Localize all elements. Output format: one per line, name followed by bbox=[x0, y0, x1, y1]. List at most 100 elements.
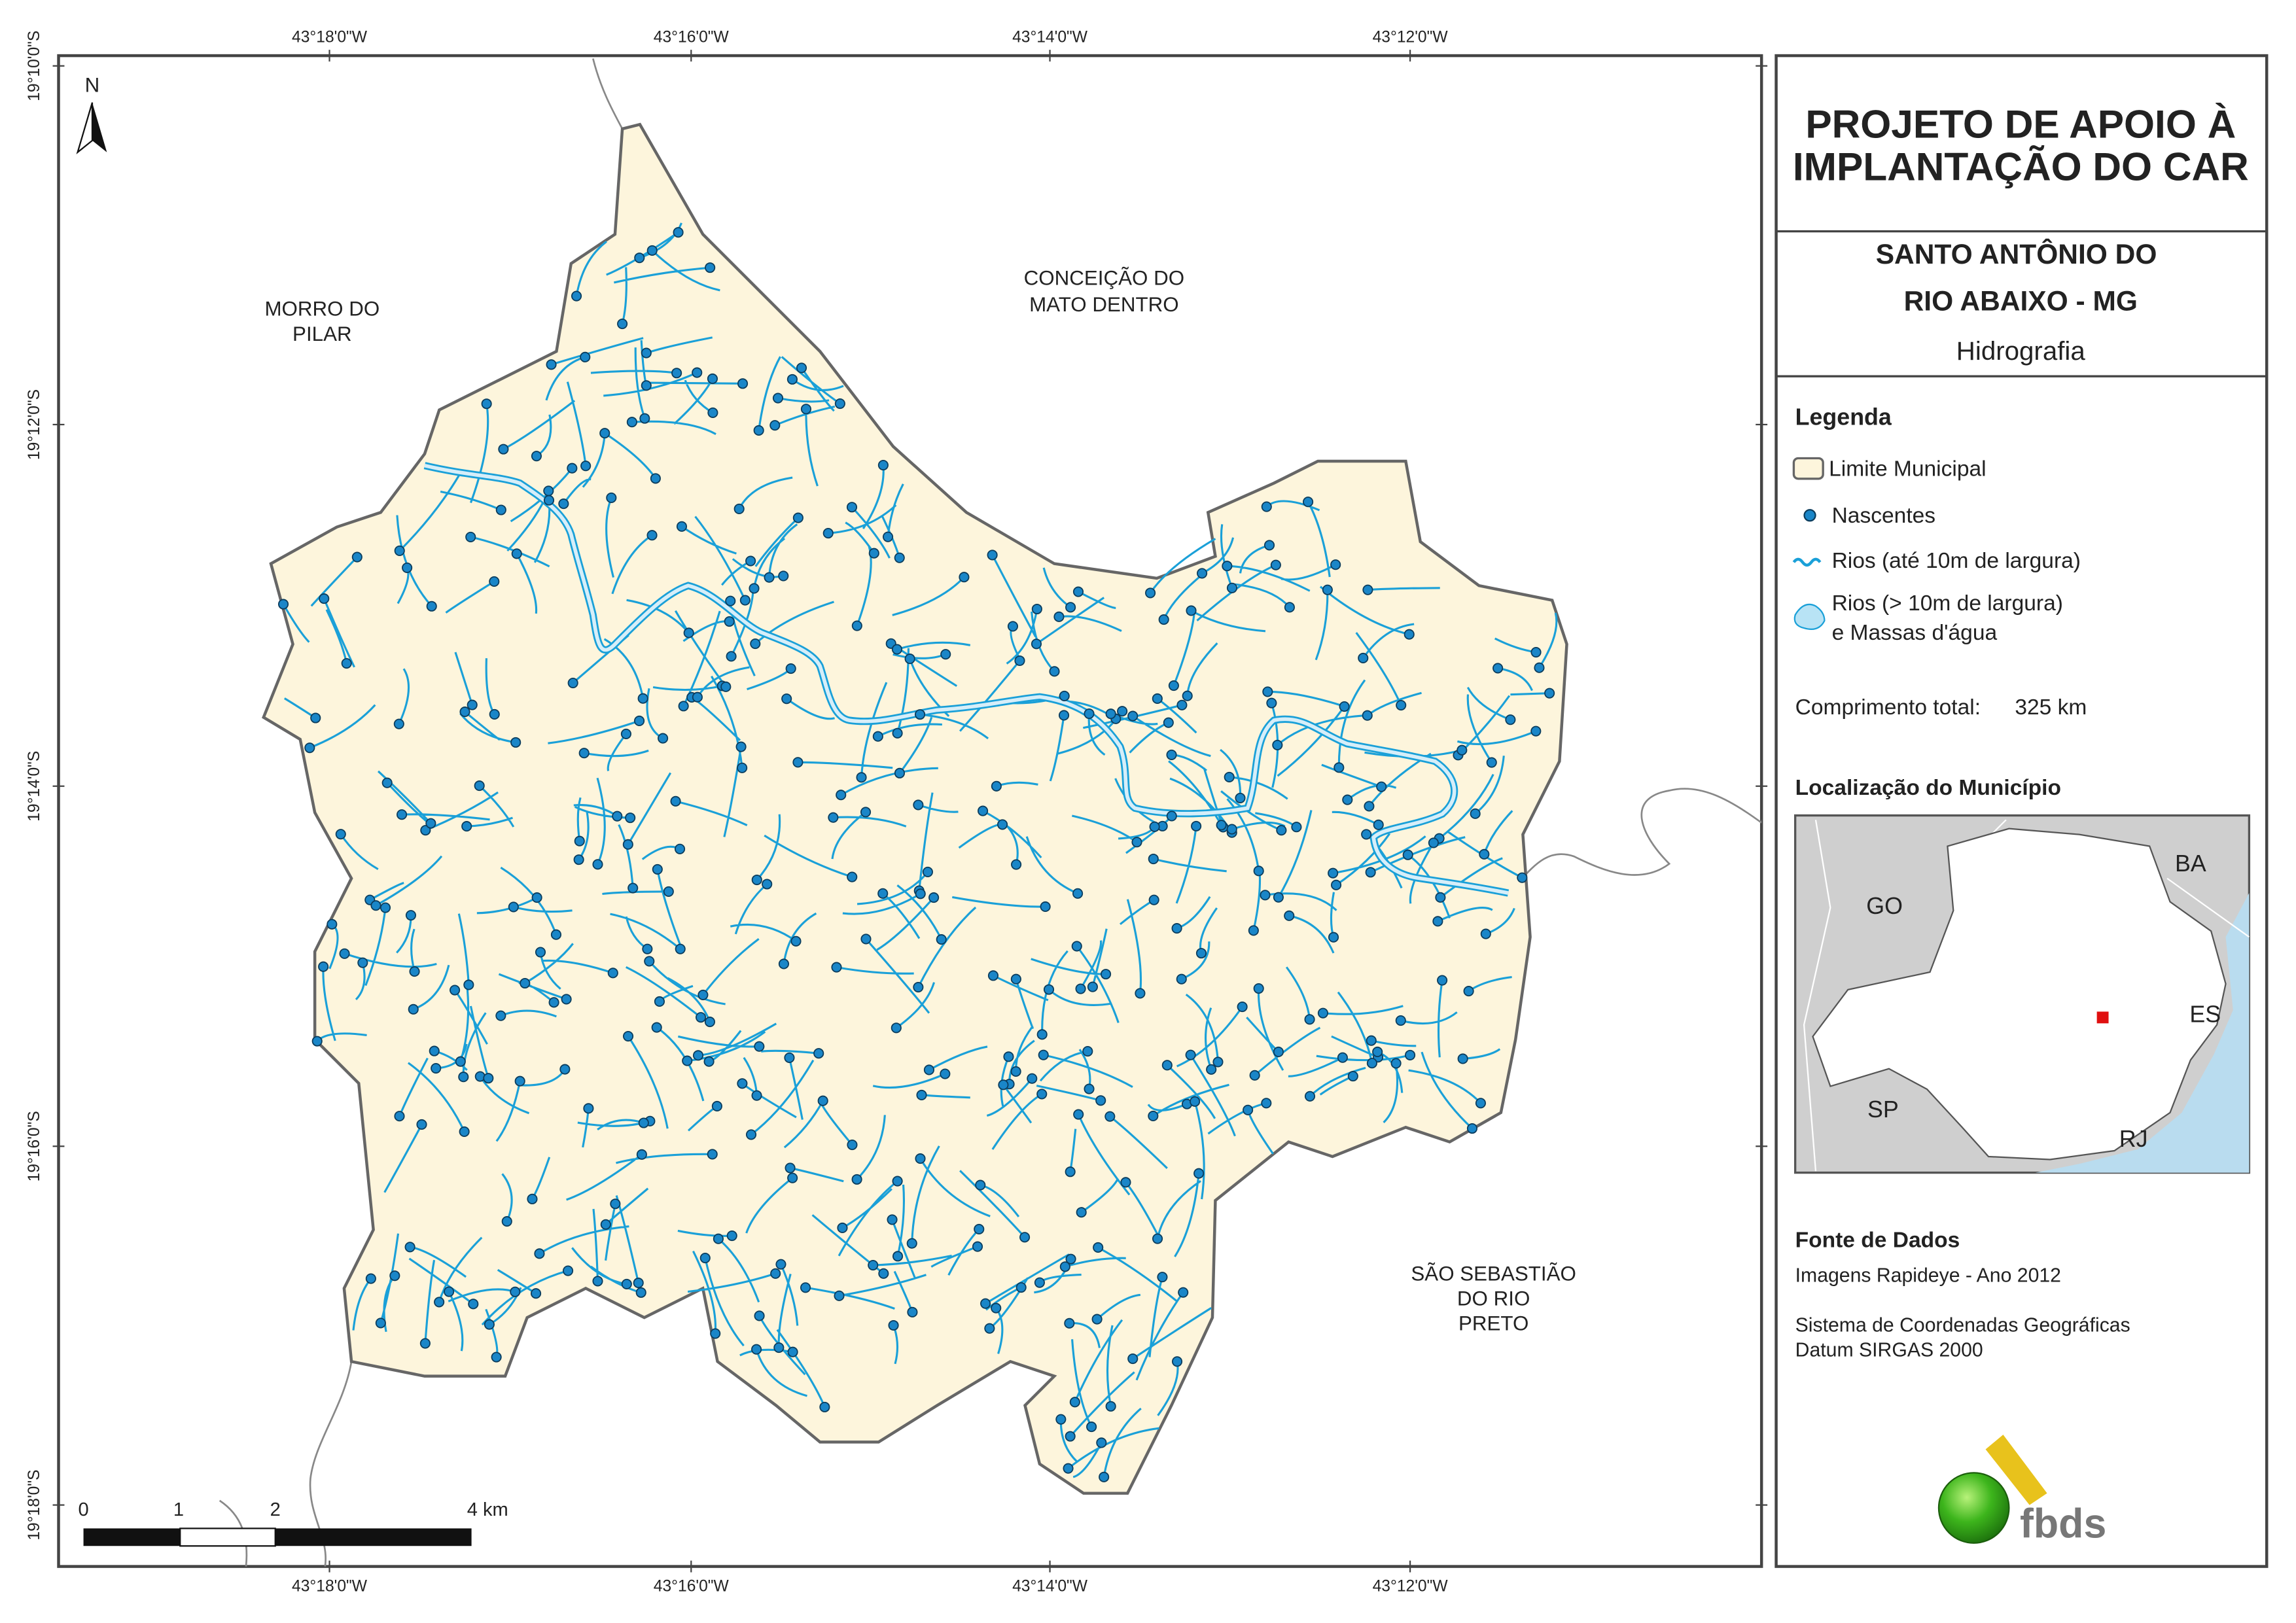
spring bbox=[1104, 1111, 1116, 1122]
spring bbox=[610, 1198, 621, 1210]
spring bbox=[891, 644, 902, 655]
neighbor-label: CONCEIÇÃO DO bbox=[1024, 267, 1184, 290]
logo-ball bbox=[1937, 1472, 2010, 1544]
spring bbox=[737, 378, 749, 389]
spring bbox=[1544, 688, 1555, 699]
spring bbox=[726, 651, 737, 662]
spring bbox=[459, 707, 470, 718]
scale-label: 2 bbox=[270, 1499, 281, 1520]
spring bbox=[370, 900, 381, 911]
spring bbox=[646, 530, 658, 541]
spring bbox=[770, 1268, 781, 1279]
spring bbox=[1435, 892, 1446, 903]
sources-title: Fonte de Dados bbox=[1795, 1229, 1960, 1253]
spring bbox=[419, 1338, 431, 1349]
spring bbox=[663, 886, 674, 897]
spring bbox=[402, 562, 413, 573]
spring bbox=[578, 748, 590, 759]
spring bbox=[495, 1010, 506, 1021]
spring bbox=[600, 1219, 611, 1230]
spring bbox=[1261, 501, 1272, 512]
spring bbox=[429, 1045, 440, 1056]
spring bbox=[277, 599, 289, 610]
spring bbox=[1178, 1287, 1189, 1298]
spring bbox=[822, 528, 834, 539]
spring bbox=[1365, 867, 1376, 878]
spring bbox=[495, 504, 506, 515]
spring bbox=[510, 1286, 521, 1297]
spring bbox=[1266, 697, 1277, 708]
spring bbox=[1055, 1414, 1067, 1425]
spring bbox=[1249, 1070, 1260, 1081]
legend-symbol-spring bbox=[1803, 509, 1816, 522]
spring bbox=[1095, 1095, 1106, 1106]
spring bbox=[1148, 894, 1159, 905]
spring bbox=[1059, 690, 1070, 701]
north-arrow bbox=[76, 102, 94, 154]
latitude-label: 19°12'0"S bbox=[26, 389, 43, 460]
spring bbox=[1322, 584, 1333, 595]
spring bbox=[606, 492, 617, 503]
spring bbox=[1253, 983, 1264, 994]
spring bbox=[1157, 1272, 1168, 1283]
spring bbox=[607, 968, 618, 979]
spring bbox=[1182, 690, 1193, 701]
spring bbox=[888, 1319, 899, 1331]
spring bbox=[1402, 849, 1413, 860]
spring bbox=[1071, 941, 1082, 952]
spring bbox=[1053, 611, 1065, 622]
spring bbox=[1517, 872, 1528, 883]
spring bbox=[1372, 1046, 1383, 1058]
spring bbox=[877, 888, 889, 899]
spring bbox=[1148, 1110, 1159, 1122]
spring bbox=[1063, 1463, 1074, 1474]
spring bbox=[642, 943, 653, 954]
spring bbox=[868, 548, 879, 559]
title: IMPLANTAÇÃO DO CAR bbox=[1793, 145, 2249, 189]
spring bbox=[784, 1052, 795, 1063]
scale-label: 0 bbox=[78, 1499, 88, 1520]
spring bbox=[745, 1129, 757, 1140]
spring bbox=[737, 762, 748, 773]
spring bbox=[559, 1064, 571, 1075]
spring bbox=[489, 576, 500, 587]
spring bbox=[1069, 1397, 1080, 1408]
spring bbox=[998, 1079, 1009, 1091]
spring bbox=[772, 393, 784, 404]
spring bbox=[1486, 757, 1497, 768]
spring bbox=[913, 799, 924, 811]
spring bbox=[535, 947, 546, 958]
spring bbox=[1065, 1431, 1076, 1442]
spring bbox=[851, 620, 862, 631]
spring bbox=[790, 935, 802, 947]
spring bbox=[304, 742, 315, 754]
spring bbox=[786, 374, 798, 385]
spring bbox=[724, 616, 735, 627]
spring bbox=[787, 1172, 798, 1183]
spring bbox=[1395, 1015, 1406, 1026]
spring bbox=[834, 1290, 845, 1301]
neighbor-label: MORRO DO bbox=[264, 298, 380, 321]
spring bbox=[444, 1286, 455, 1297]
scale-segment bbox=[83, 1528, 181, 1546]
spring bbox=[831, 962, 842, 973]
spring bbox=[1261, 1098, 1272, 1109]
spring bbox=[847, 1140, 858, 1151]
spring bbox=[678, 701, 689, 712]
spring bbox=[913, 981, 924, 993]
source-line: Sistema de Coordenadas Geográficas bbox=[1795, 1315, 2130, 1336]
spring bbox=[534, 1248, 545, 1259]
scale-label: 1 bbox=[173, 1499, 184, 1520]
spring bbox=[1163, 717, 1174, 728]
spring bbox=[1003, 1051, 1014, 1062]
spring bbox=[1036, 1089, 1048, 1100]
municipality: SANTO ANTÔNIO DO bbox=[1876, 238, 2157, 270]
spring bbox=[868, 1259, 879, 1271]
spring bbox=[1127, 1353, 1139, 1365]
logo-text: fbds bbox=[2020, 1501, 2106, 1547]
spring bbox=[781, 693, 792, 705]
spring bbox=[1361, 829, 1372, 840]
spring bbox=[404, 1242, 415, 1253]
spring bbox=[1530, 646, 1542, 658]
spring bbox=[1096, 1437, 1107, 1448]
